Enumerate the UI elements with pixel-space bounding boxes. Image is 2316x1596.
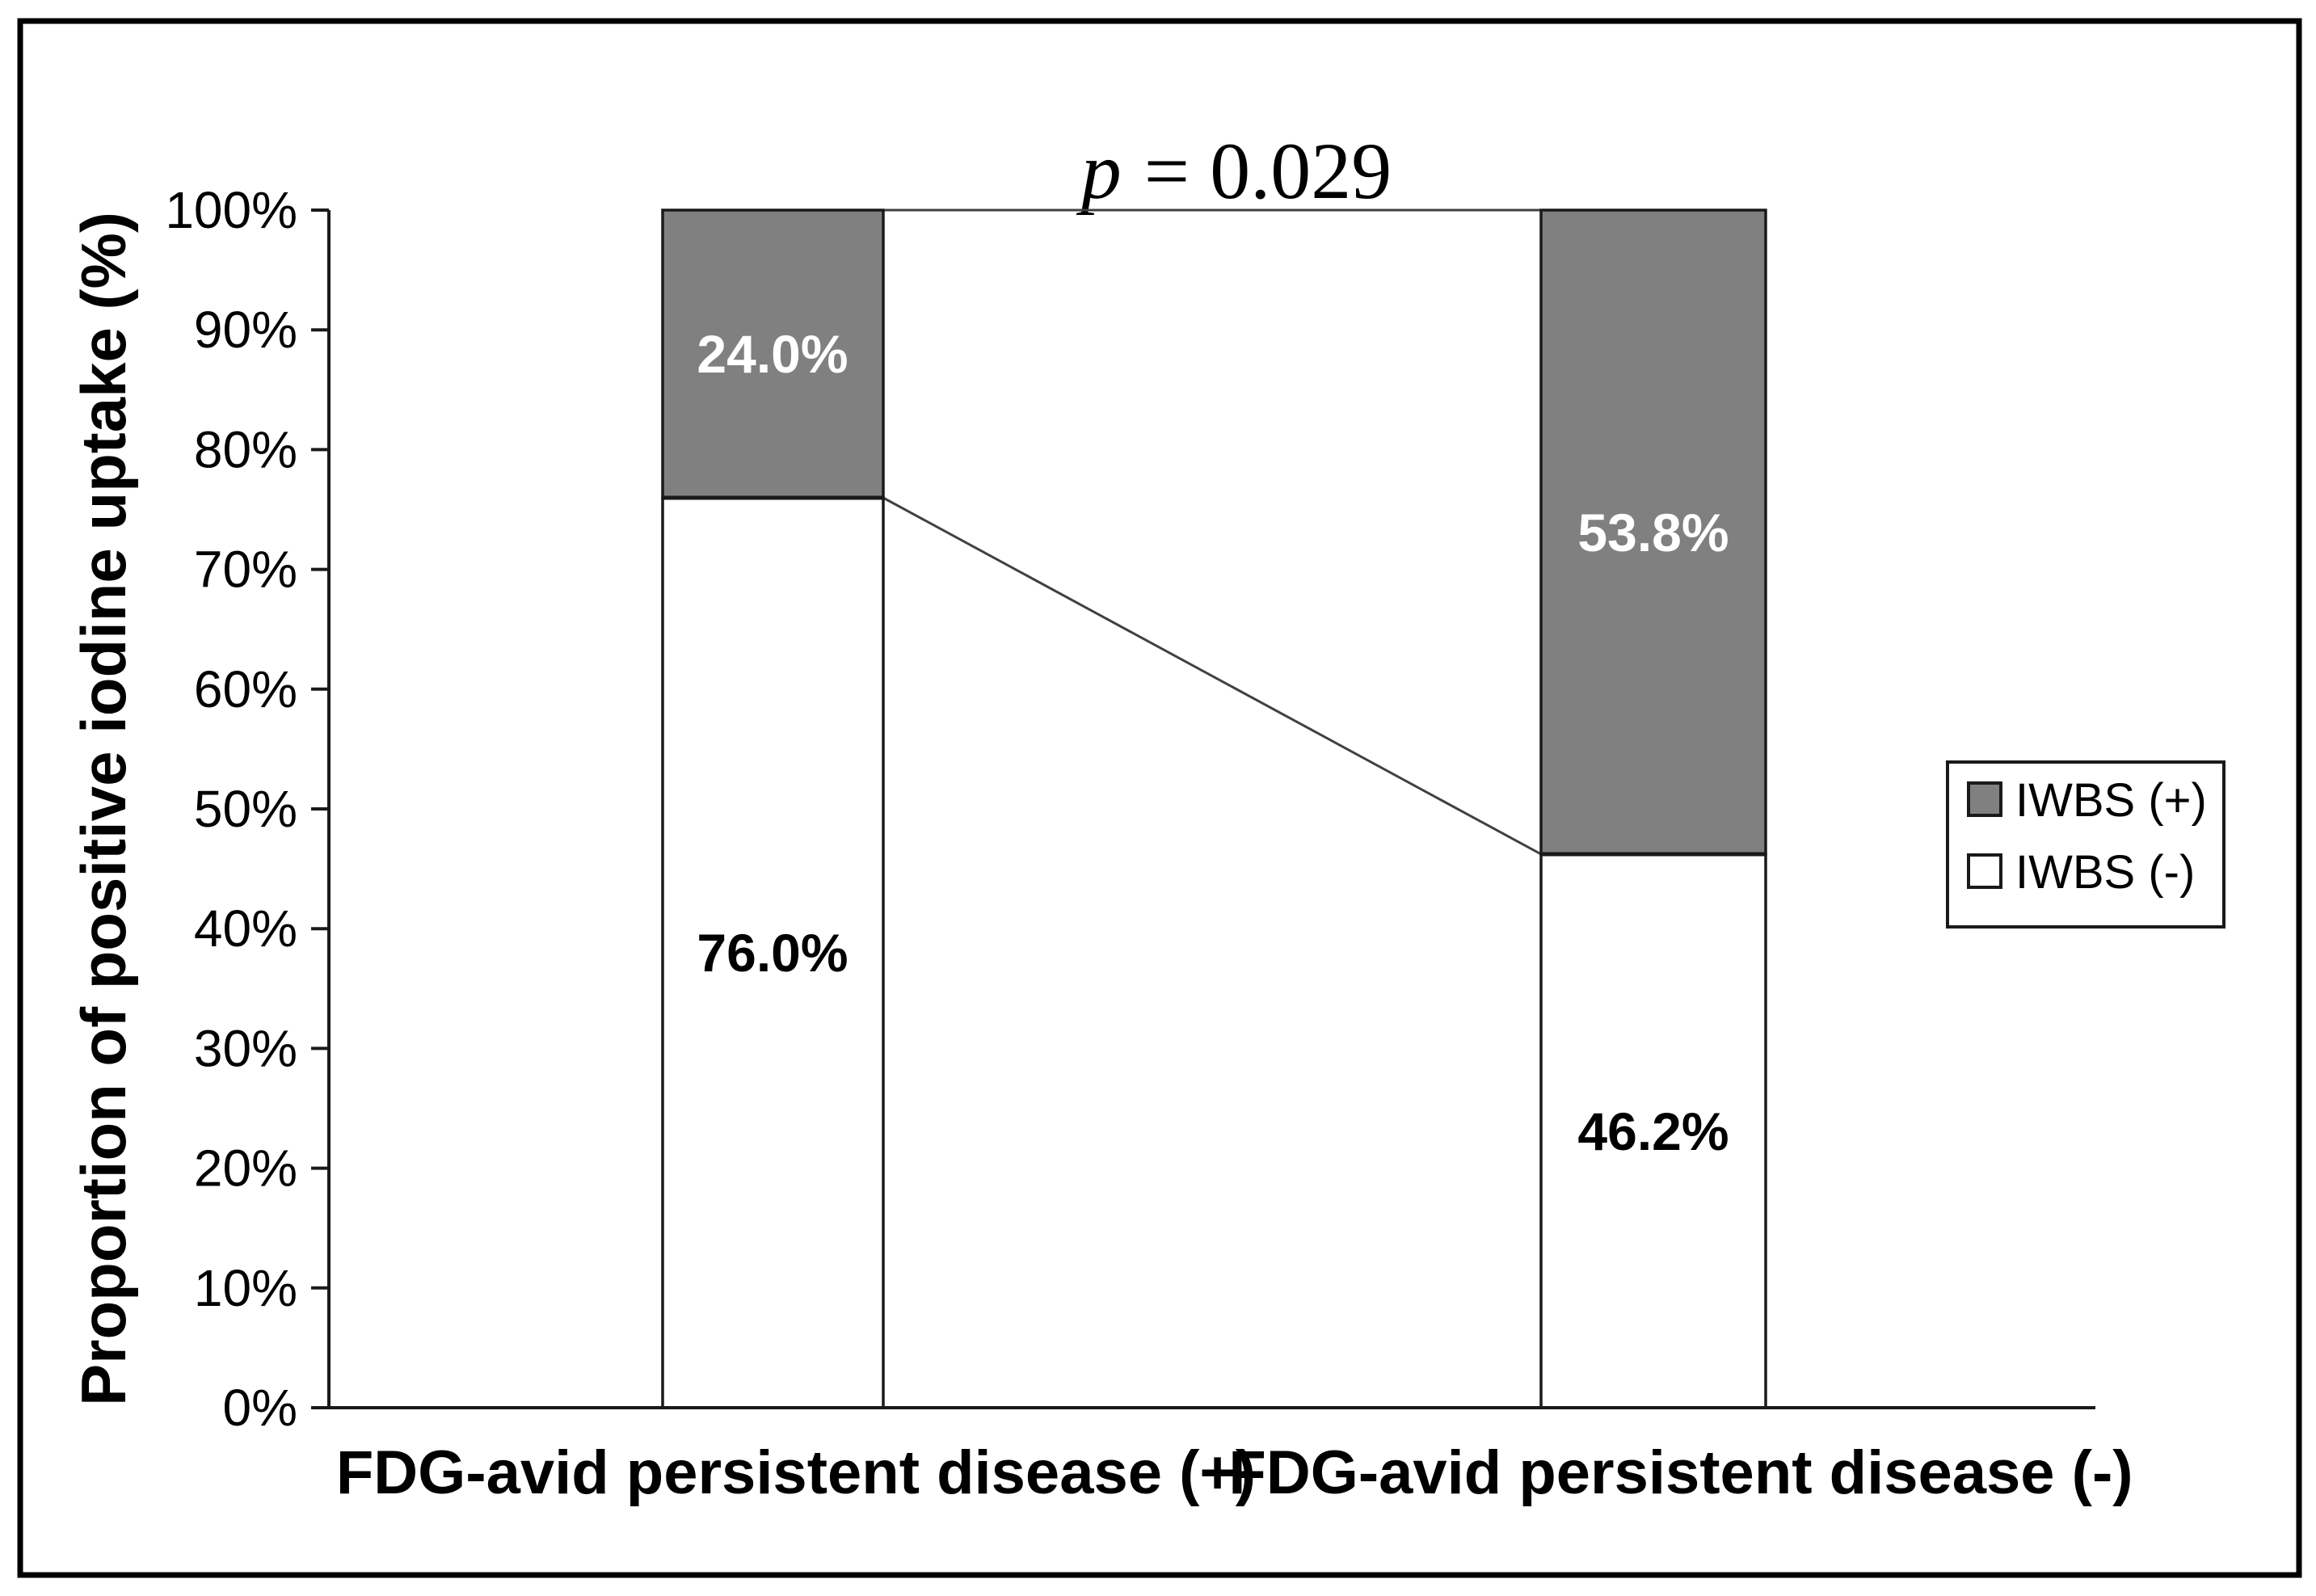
bar2-iwbs-positive-segment [1539,208,1767,856]
bar2-iwbs-negative-segment [1539,853,1767,1409]
legend: IWBS (+) IWBS (-) [1946,760,2225,929]
x-label-fdg-positive: FDG-avid persistent disease (+) [336,1438,1256,1507]
legend-label-iwbs-negative: IWBS (-) [2015,846,2195,899]
connector-diagonal-line [882,496,1542,856]
y-axis-title: Proportion of positive iodine uptake (%) [68,212,139,1406]
y-axis-ticks [311,208,329,1409]
bar1-gray-value-label: 24.0% [697,324,848,384]
tick-label-100: 100% [165,181,297,239]
tick-label-80: 80% [194,420,297,478]
tick-label-60: 60% [194,660,297,718]
title-p-value: = 0.029 [1144,126,1392,216]
tick-label-20: 20% [194,1139,297,1198]
x-label-fdg-negative: FDG-avid persistent disease (-) [1228,1438,2133,1507]
legend-swatch-iwbs-positive [1967,781,2002,817]
tick-label-40: 40% [194,899,297,958]
bar2-gray-value-label: 53.8% [1577,503,1729,562]
tick-label-0: 0% [223,1379,298,1437]
tick-label-10: 10% [194,1259,297,1317]
title-p-symbol: p [1076,126,1122,216]
bar2-white-value-label: 46.2% [1577,1101,1729,1161]
tick-label-90: 90% [194,301,297,359]
tick-label-70: 70% [194,541,297,599]
bar-fdg-negative: 53.8% 46.2% [1539,208,1767,1409]
tick-label-30: 30% [194,1019,297,1077]
chart-title: p = 0.029 [1076,126,1392,216]
axis-lines [327,210,2095,1409]
tick-label-50: 50% [194,780,297,838]
figure-border [17,18,2302,1578]
legend-label-iwbs-positive: IWBS (+) [2015,774,2207,827]
bar-fdg-positive: 24.0% 76.0% [661,208,885,1409]
legend-swatch-iwbs-negative [1967,853,2002,889]
bar1-white-value-label: 76.0% [697,923,848,983]
y-axis-tick-labels: 100% 90% 80% 70% 60% 50% 40% 30% 20% 10%… [165,181,297,1437]
